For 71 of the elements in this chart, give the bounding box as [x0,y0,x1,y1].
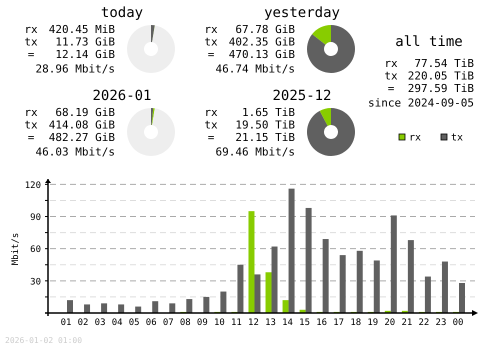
text: = [388,82,395,95]
y-axis-title: Mbit/s [11,232,21,266]
text: since 2024-09-05 [368,96,474,110]
text: tx [204,36,218,48]
x-tick-label: 17 [333,318,344,328]
chart-title: yesterday [264,5,340,21]
text: 69.46 Mbit/s [216,146,295,158]
text: 420.45 MiB [48,23,116,36]
text: rx [24,23,38,36]
x-tick-label: 07 [162,318,174,328]
x-tick-label: 05 [128,318,140,328]
x-tick-label: 15 [299,318,310,328]
chart-title: 2025-12 [272,88,332,104]
text: 414.08 GiB [48,118,116,132]
text: tx [384,70,398,82]
text: rx [24,106,38,119]
text: 46.03 Mbit/s [36,146,115,158]
text: 68.19 GiB [55,106,116,119]
chart-title: 2026-01 [92,88,152,104]
text: = [28,131,35,144]
x-tick-label: 16 [316,318,328,328]
text: tx [24,36,38,48]
legend-label: rx [409,132,422,144]
x-tick-label: 11 [231,318,242,328]
x-tick-label: 06 [146,318,157,328]
text: 28.96 Mbit/s [36,62,115,76]
y-tick-label: 60 [30,245,41,256]
text: 11.73 GiB [55,36,116,48]
legend-label: tx [451,132,464,144]
x-tick-label: 19 [367,318,378,328]
x-tick-label: 00 [452,318,464,328]
x-tick-label: 04 [112,318,123,328]
y-tick-label: 90 [30,213,41,224]
text: rx [204,106,218,119]
text: 470.13 GiB [228,48,296,61]
text: 12.14 GiB [55,48,116,61]
text: all time [395,34,463,50]
x-tick-label: 03 [94,318,106,328]
text: 77.54 TiB [414,57,474,70]
text: rx [384,57,398,70]
x-tick-label: 20 [384,318,396,328]
text: 1.65 TiB [242,106,296,119]
x-tick-label: 18 [350,318,362,328]
text: 220.05 TiB [408,70,474,82]
x-tick-label: 01 [60,318,72,328]
text: 482.27 GiB [48,131,116,144]
y-tick-label: 30 [30,277,41,288]
text: 21.15 TiB [235,131,296,144]
x-tick-label: 23 [436,318,446,328]
text: tx [204,118,218,132]
x-tick-label: 02 [78,318,88,328]
text: 402.35 GiB [228,36,296,48]
text: 67.78 GiB [235,23,296,36]
text: tx [24,118,38,132]
x-tick-label: 21 [401,318,412,328]
x-tick-label: 10 [214,318,225,328]
text: = [28,48,35,61]
x-tick-label: 12 [248,318,259,328]
text: = [208,131,215,144]
x-tick-label: 08 [180,318,191,328]
x-tick-label: 22 [418,318,430,328]
x-tick-label: 13 [265,318,276,328]
y-tick-label: 120 [24,180,41,191]
text: 297.59 TiB [408,82,474,95]
x-tick-label: 09 [196,318,208,328]
text: = [208,48,215,61]
chart-title: today [100,5,144,21]
text: 46.74 Mbit/s [216,62,295,76]
text: 19.50 TiB [235,118,296,132]
text: rx [204,23,218,36]
x-tick-label: 14 [282,318,293,328]
